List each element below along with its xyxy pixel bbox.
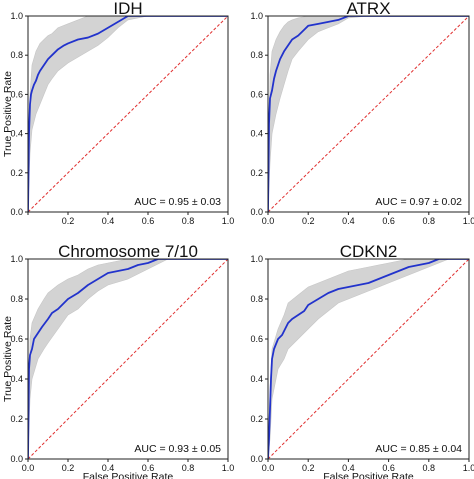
- x-tick-label: 0.8: [182, 463, 195, 473]
- x-axis-label: False Positive Rate: [83, 471, 174, 479]
- y-tick-label: 0.6: [10, 334, 23, 344]
- y-tick-label: 0.8: [10, 294, 23, 304]
- chart-title: ATRX: [346, 0, 390, 18]
- mean-roc-line: [28, 259, 228, 459]
- x-tick-label: 0.0: [262, 463, 275, 473]
- chart-title: Chromosome 7/10: [58, 242, 198, 261]
- x-tick-label: 1.0: [222, 216, 235, 226]
- y-tick-label: 0.2: [10, 414, 23, 424]
- x-tick-label: 0.6: [142, 463, 155, 473]
- y-axis-label: True Positive Rate: [2, 316, 14, 402]
- y-tick-label: 0.6: [250, 334, 263, 344]
- y-tick-label: 0.2: [250, 414, 263, 424]
- y-tick-label: 0.4: [250, 374, 263, 384]
- std-band-area: [268, 16, 469, 212]
- y-tick-label: 0.4: [10, 129, 23, 139]
- axes-frame: [267, 15, 470, 213]
- chart-title: CDKN2: [340, 242, 398, 261]
- y-tick-label: 0.6: [10, 89, 23, 99]
- x-tick-label: 0.6: [142, 216, 155, 226]
- x-tick-label: 0.2: [302, 216, 315, 226]
- x-tick-label: 0.8: [423, 463, 436, 473]
- chart-title: IDH: [113, 0, 142, 18]
- std-band-area: [28, 259, 228, 459]
- x-tick-label: 1.0: [463, 216, 474, 226]
- y-tick-label: 0.8: [250, 294, 263, 304]
- chance-diagonal-line: [28, 16, 228, 212]
- x-tick-label: 0.0: [22, 463, 35, 473]
- x-tick-label: 1.0: [222, 463, 235, 473]
- std-band-area: [268, 259, 469, 459]
- y-tick-label: 0.2: [10, 168, 23, 178]
- plot-layer: [268, 259, 469, 459]
- x-tick-label: 0.4: [102, 463, 115, 473]
- y-tick-label: 0.4: [10, 374, 23, 384]
- plot-layer: [28, 259, 228, 459]
- x-tick-label: 0.4: [342, 463, 355, 473]
- roc-panel-chromosome-7-10: False Positive Rate True Positive Rate 0…: [2, 242, 234, 479]
- y-tick-label: 1.0: [250, 254, 263, 264]
- axes-frame: [267, 258, 470, 460]
- roc-panel-atrx: 0.0 0.2 0.4 0.6 0.8 1.0 0.0 0.2 0.4 0.6 0.8 1.0 ATRX…: [250, 0, 474, 226]
- axes-frame: [27, 258, 229, 460]
- y-tick-label: 1.0: [250, 11, 263, 21]
- y-tick-label: 0.0: [250, 207, 263, 217]
- y-tick-label: 0.2: [250, 168, 263, 178]
- auc-annotation: AUC = 0.97 ± 0.02: [375, 196, 462, 208]
- mean-roc-line: [28, 16, 228, 212]
- x-tick-label: 0.2: [302, 463, 315, 473]
- x-axis-label: False Positive Rate: [323, 471, 414, 479]
- roc-panel-idh: True Positive Rate 0.2 0.4 0.6 0.8 1.0 0.0 0.2…: [2, 0, 234, 226]
- std-band-area: [28, 16, 228, 212]
- x-tick-label: 0.6: [382, 216, 395, 226]
- mean-roc-line: [268, 16, 469, 212]
- y-tick-label: 0.0: [250, 454, 263, 464]
- y-tick-label: 0.8: [250, 50, 263, 60]
- y-tick-label: 0.0: [10, 454, 23, 464]
- chance-diagonal-line: [28, 259, 228, 459]
- x-tick-label: 0.8: [182, 216, 195, 226]
- x-tick-label: 0.0: [262, 216, 275, 226]
- y-tick-label: 0.8: [10, 50, 23, 60]
- roc-panel-cdkn2: False Positive Rate 0.0 0.2 0.4 0.6 0.8 1.0 0.…: [250, 242, 474, 479]
- x-tick-label: 0.6: [382, 463, 395, 473]
- x-tick-label: 0.4: [342, 216, 355, 226]
- plot-layer: [268, 16, 469, 212]
- y-tick-label: 0.0: [10, 207, 23, 217]
- mean-roc-line: [268, 259, 469, 459]
- chance-diagonal-line: [268, 16, 469, 212]
- x-tick-label: 1.0: [463, 463, 474, 473]
- y-tick-label: 1.0: [10, 11, 23, 21]
- plot-layer: [28, 16, 228, 212]
- auc-annotation: AUC = 0.85 ± 0.04: [375, 443, 462, 455]
- x-tick-label: 0.4: [102, 216, 115, 226]
- chance-diagonal-line: [268, 259, 469, 459]
- y-axis-label: True Positive Rate: [2, 71, 14, 157]
- auc-annotation: AUC = 0.93 ± 0.05: [134, 443, 221, 455]
- x-tick-label: 0.2: [62, 216, 75, 226]
- y-tick-label: 0.6: [250, 89, 263, 99]
- x-tick-label: 0.8: [423, 216, 436, 226]
- auc-annotation: AUC = 0.95 ± 0.03: [134, 196, 221, 208]
- y-tick-label: 1.0: [10, 254, 23, 264]
- axes-frame: [27, 15, 229, 213]
- x-tick-label: 0.2: [62, 463, 75, 473]
- y-tick-label: 0.4: [250, 129, 263, 139]
